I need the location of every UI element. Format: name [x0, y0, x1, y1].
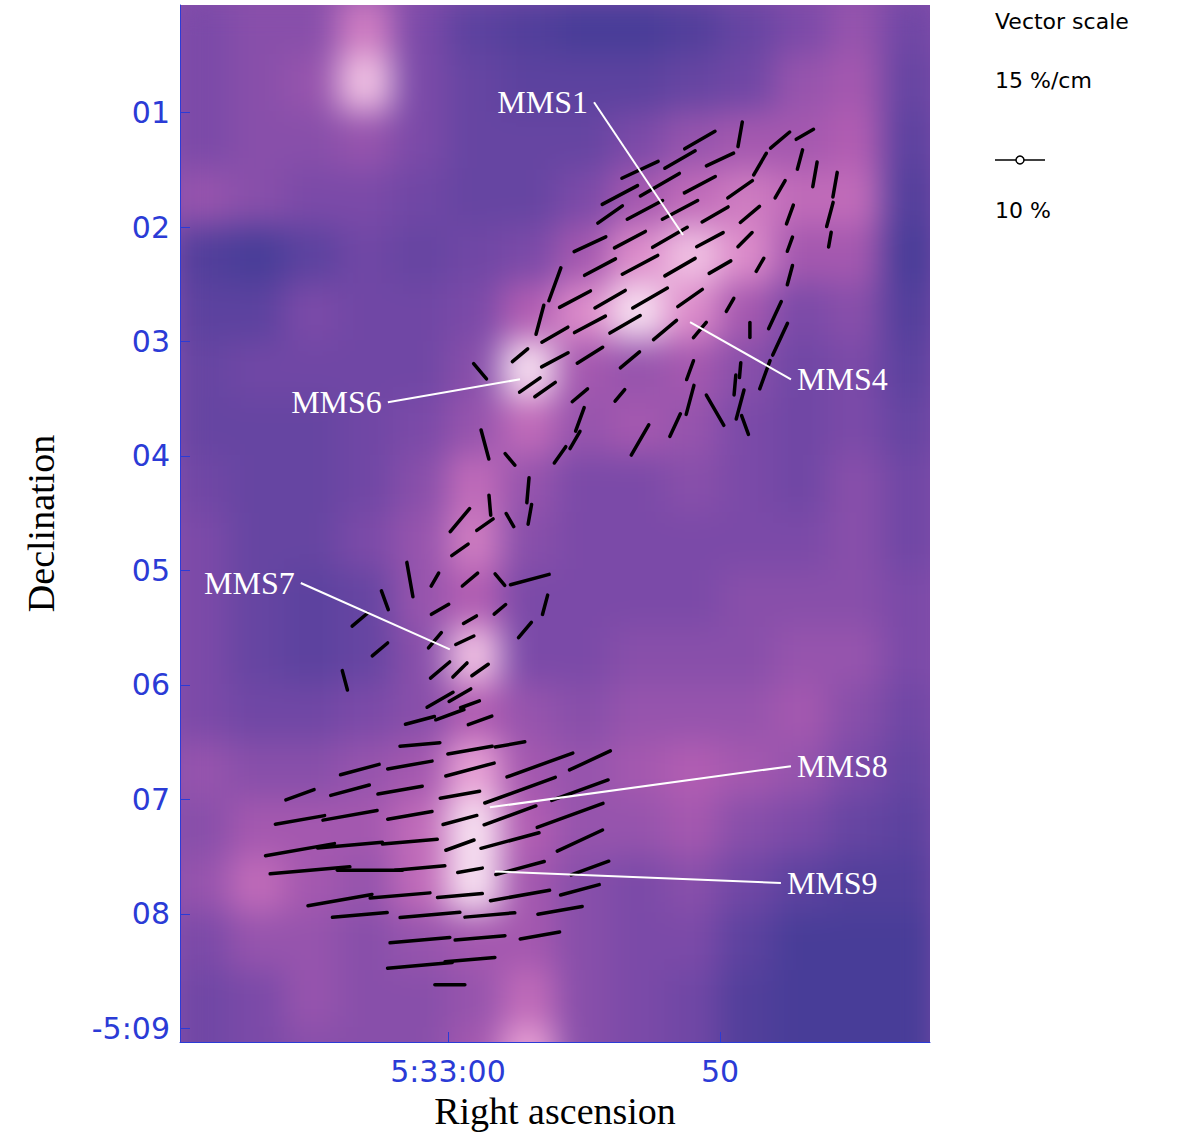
svg-text:Right ascension: Right ascension: [434, 1090, 676, 1132]
svg-text:10 %: 10 %: [995, 198, 1051, 223]
svg-text:01: 01: [132, 95, 170, 130]
svg-text:02: 02: [132, 210, 170, 245]
svg-text:50: 50: [701, 1054, 739, 1089]
svg-text:MMS4: MMS4: [797, 361, 888, 397]
svg-text:-5:09: -5:09: [92, 1011, 170, 1046]
svg-text:5:33:00: 5:33:00: [390, 1054, 506, 1089]
svg-text:06: 06: [132, 667, 170, 702]
svg-text:04: 04: [132, 438, 170, 473]
svg-text:Vector scale: Vector scale: [995, 9, 1129, 34]
svg-text:MMS9: MMS9: [787, 865, 878, 901]
svg-text:15 %/cm: 15 %/cm: [995, 68, 1092, 93]
svg-text:Declination: Declination: [20, 435, 62, 612]
svg-text:MMS6: MMS6: [291, 384, 382, 420]
svg-text:MMS8: MMS8: [797, 748, 888, 784]
svg-text:MMS1: MMS1: [497, 84, 588, 120]
svg-text:07: 07: [132, 782, 170, 817]
svg-text:MMS7: MMS7: [204, 565, 295, 601]
svg-text:03: 03: [132, 324, 170, 359]
svg-text:05: 05: [132, 553, 170, 588]
svg-text:08: 08: [132, 896, 170, 931]
